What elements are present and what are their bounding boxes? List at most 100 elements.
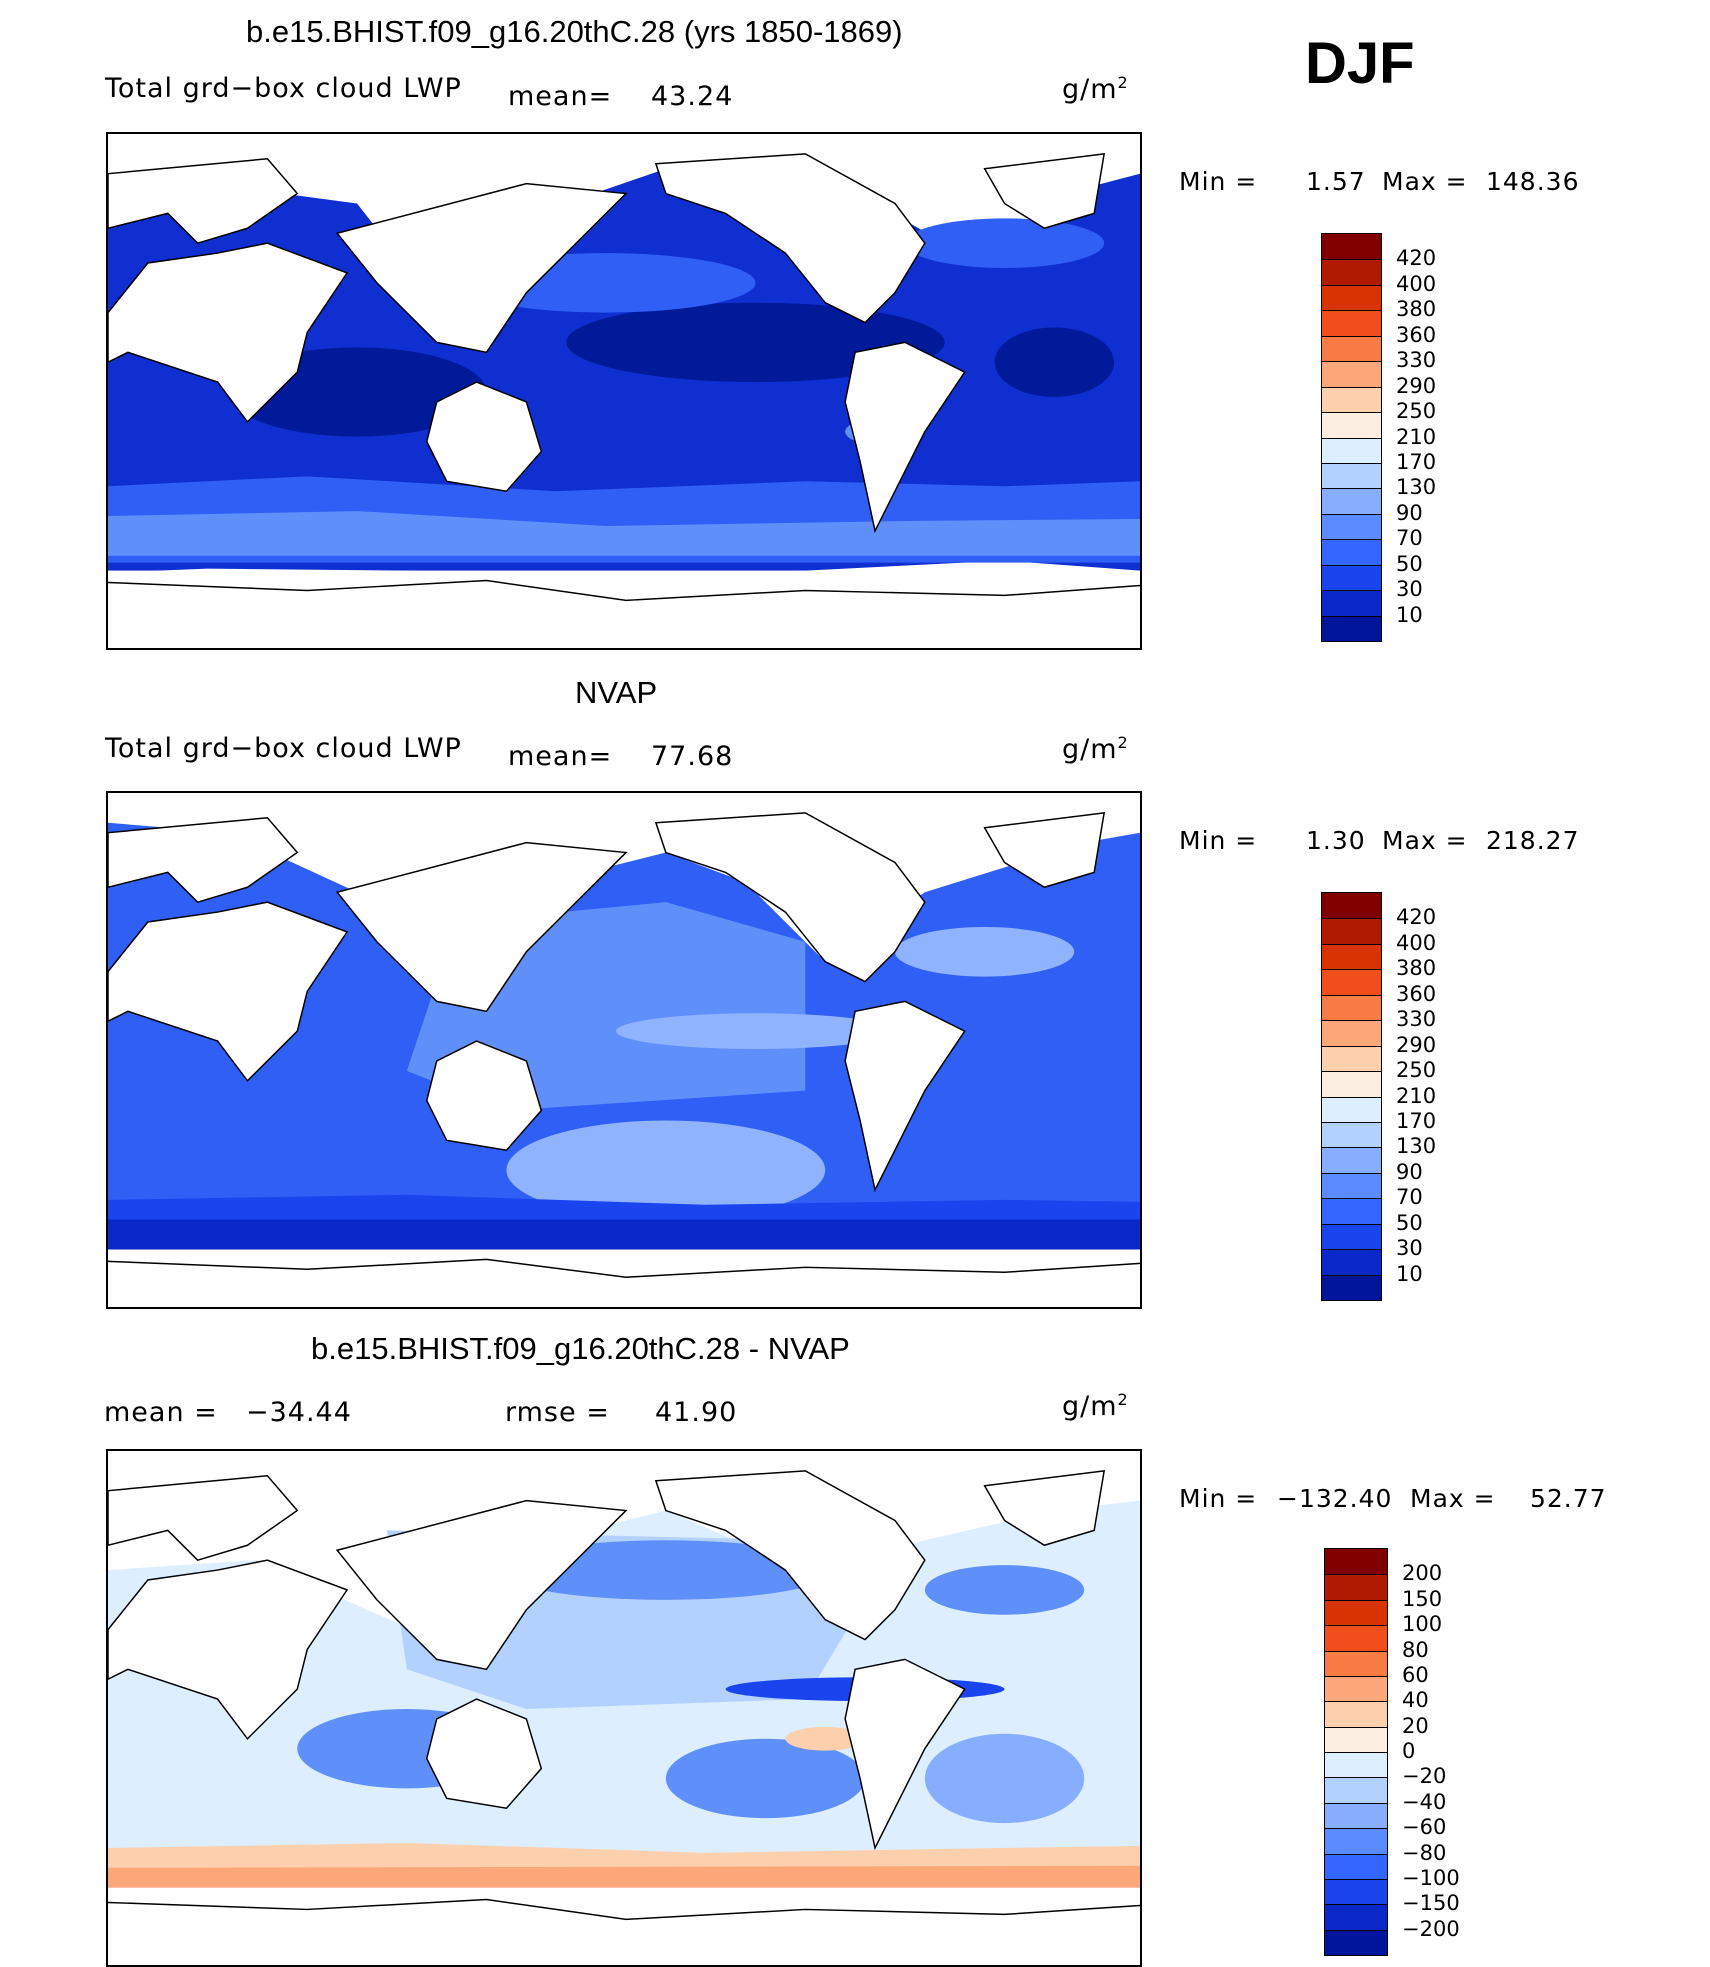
colorbar-label: 250: [1396, 399, 1437, 424]
colorbar-label: −150: [1402, 1891, 1460, 1916]
season-label: DJF: [1305, 31, 1415, 96]
colorbar-label: −100: [1402, 1865, 1460, 1890]
panel-2-max-value: 218.27: [1486, 826, 1580, 855]
panel-1-mean-value: 43.24: [651, 81, 734, 112]
panel-3-title: b.e15.BHIST.f09_g16.20thC.28 - NVAP: [311, 1331, 850, 1366]
colorbar-swatch: [1322, 513, 1381, 540]
colorbar-swatch: [1322, 1223, 1381, 1250]
colorbar-swatch: [1322, 539, 1381, 565]
panel-1-min-value: 1.57: [1306, 167, 1366, 196]
colorbar-label: 30: [1396, 577, 1423, 602]
colorbar-label: 130: [1396, 475, 1437, 500]
colorbar-label: 10: [1396, 602, 1423, 627]
panel-2-min-label: Min =: [1179, 826, 1258, 855]
colorbar-label: 290: [1396, 373, 1437, 398]
colorbar-swatch: [1325, 1675, 1387, 1702]
colorbar-label: 170: [1396, 1108, 1437, 1133]
colorbar-swatch: [1322, 361, 1381, 387]
colorbar-swatch: [1322, 259, 1381, 285]
colorbar-label: 210: [1396, 424, 1437, 449]
colorbar-label: −40: [1402, 1789, 1447, 1814]
colorbar-swatch: [1325, 1777, 1387, 1803]
colorbar-swatch: [1322, 412, 1381, 438]
colorbar-label: 290: [1396, 1032, 1437, 1057]
colorbar-label: 380: [1396, 297, 1437, 322]
colorbar-label: −200: [1402, 1916, 1460, 1941]
colorbar-swatch: [1325, 1726, 1387, 1752]
colorbar-swatch: [1322, 1274, 1381, 1300]
colorbar-swatch: [1325, 1904, 1387, 1930]
colorbar-label: 80: [1402, 1637, 1429, 1662]
colorbar-label: 150: [1402, 1586, 1443, 1611]
colorbar-label: 50: [1396, 551, 1423, 576]
colorbar-swatch: [1322, 943, 1381, 970]
panel-3-colorbar: [1324, 1548, 1388, 1956]
colorbar-label: 70: [1396, 1185, 1423, 1210]
colorbar-label: 210: [1396, 1083, 1437, 1108]
colorbar-label: −60: [1402, 1815, 1447, 1840]
panel-3-max-value: 52.77: [1530, 1484, 1607, 1513]
colorbar-label: 100: [1402, 1612, 1443, 1637]
panel-3-mean-label: mean =: [104, 1397, 218, 1428]
colorbar-swatch: [1322, 1096, 1381, 1122]
colorbar-swatch: [1322, 1020, 1381, 1046]
colorbar-swatch: [1322, 1071, 1381, 1097]
colorbar-swatch: [1325, 1828, 1387, 1854]
colorbar-label: 330: [1396, 348, 1437, 373]
colorbar-swatch: [1325, 1549, 1387, 1575]
colorbar-label: 250: [1396, 1058, 1437, 1083]
panel-2-title: NVAP: [575, 675, 658, 710]
colorbar-swatch: [1322, 615, 1381, 641]
colorbar-swatch: [1322, 918, 1381, 944]
colorbar-label: 20: [1402, 1713, 1429, 1738]
panel-2-colorbar: [1321, 892, 1382, 1301]
colorbar-label: 170: [1396, 449, 1437, 474]
colorbar-swatch: [1322, 1249, 1381, 1275]
panel-3-units: g/m2: [1062, 1390, 1129, 1422]
panel-1-colorbar: [1321, 233, 1382, 642]
panel-3-rmse-value: 41.90: [655, 1397, 738, 1428]
panel-3-mean-value: −34.44: [246, 1397, 352, 1428]
colorbar-label: 360: [1396, 322, 1437, 347]
panel-2-max-label: Max =: [1382, 826, 1468, 855]
colorbar-label: 50: [1396, 1210, 1423, 1235]
panel-1-min-label: Min =: [1179, 167, 1258, 196]
panel-2-units: g/m2: [1062, 733, 1129, 765]
colorbar-swatch: [1322, 1198, 1381, 1224]
panel-1-max-label: Max =: [1382, 167, 1468, 196]
colorbar-label: −20: [1402, 1764, 1447, 1789]
panel-2-variable-label: Total grd−box cloud LWP: [105, 733, 462, 764]
panel-3-min-label: Min =: [1179, 1484, 1258, 1513]
colorbar-swatch: [1322, 488, 1381, 514]
colorbar-label: 90: [1396, 500, 1423, 525]
colorbar-swatch: [1322, 969, 1381, 995]
colorbar-swatch: [1325, 1752, 1387, 1778]
colorbar-label: −80: [1402, 1840, 1447, 1865]
panel-1-units: g/m2: [1062, 73, 1129, 105]
colorbar-label: 400: [1396, 930, 1437, 955]
colorbar-swatch: [1325, 1599, 1387, 1626]
panel-3-max-label: Max =: [1410, 1484, 1496, 1513]
colorbar-swatch: [1322, 310, 1381, 336]
colorbar-label: 60: [1402, 1662, 1429, 1687]
panel-2-min-value: 1.30: [1306, 826, 1366, 855]
colorbar-label: 400: [1396, 271, 1437, 296]
colorbar-swatch: [1322, 386, 1381, 413]
colorbar-label: 380: [1396, 956, 1437, 981]
colorbar-swatch: [1325, 1929, 1387, 1955]
colorbar-label: 30: [1396, 1236, 1423, 1261]
colorbar-label: 70: [1396, 526, 1423, 551]
colorbar-swatch: [1322, 994, 1381, 1021]
colorbar-swatch: [1322, 893, 1381, 919]
colorbar-swatch: [1325, 1650, 1387, 1676]
colorbar-label: 360: [1396, 981, 1437, 1006]
colorbar-swatch: [1322, 1121, 1381, 1148]
panel-1-map: [106, 132, 1142, 650]
colorbar-swatch: [1322, 234, 1381, 260]
colorbar-swatch: [1322, 1045, 1381, 1072]
colorbar-label: 90: [1396, 1159, 1423, 1184]
colorbar-label: 330: [1396, 1007, 1437, 1032]
colorbar-swatch: [1322, 1147, 1381, 1173]
colorbar-swatch: [1325, 1625, 1387, 1651]
colorbar-swatch: [1325, 1853, 1387, 1879]
